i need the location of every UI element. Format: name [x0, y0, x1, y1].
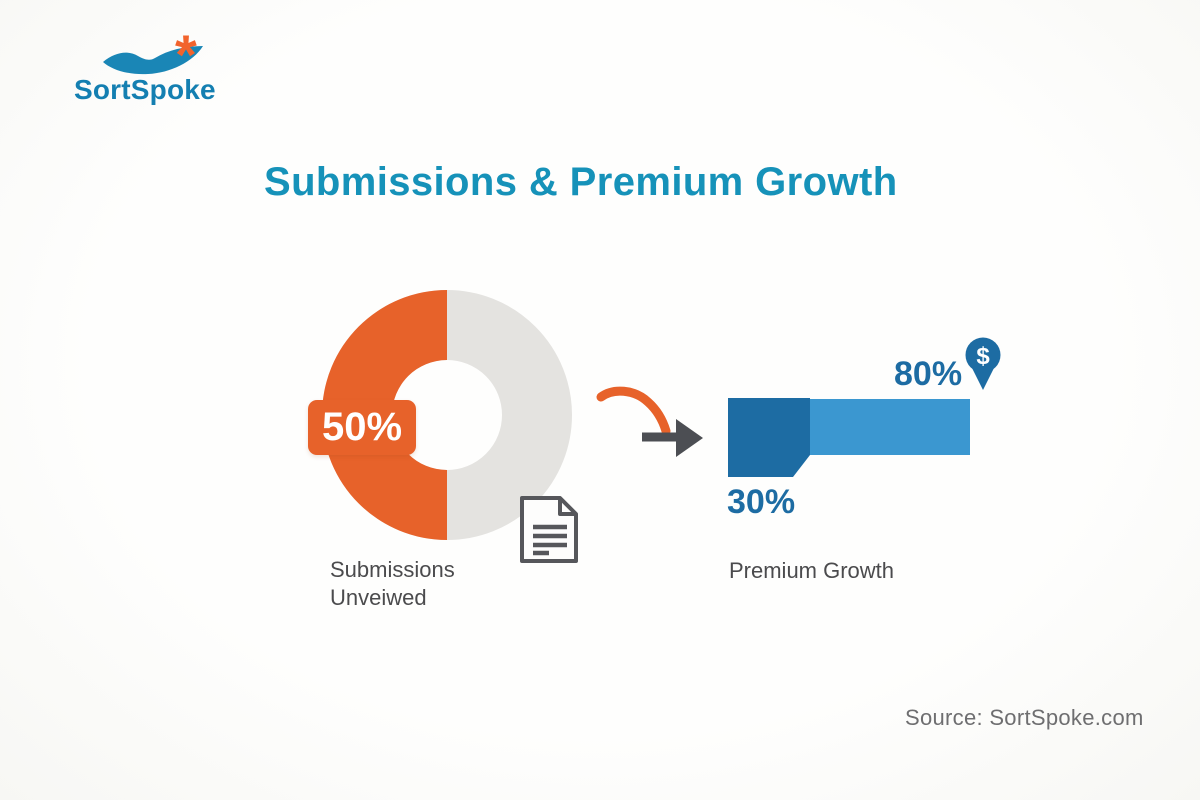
donut-caption: Submissions Unveiwed — [330, 557, 455, 610]
logo-wordmark: SortSpoke — [74, 74, 216, 105]
premium-growth-bar — [728, 398, 970, 477]
dollar-symbol: $ — [976, 343, 990, 370]
bar-start-segment — [728, 398, 810, 477]
donut-value-badge: 50% — [308, 400, 416, 455]
bar-start-value-label: 30% — [727, 483, 796, 521]
bar-caption: Premium Growth — [729, 558, 895, 583]
curved-arrow-icon — [596, 386, 703, 457]
page-title: Submissions & Premium Growth — [264, 160, 898, 204]
source-attribution: Source: SortSpoke.com — [905, 705, 1144, 730]
dollar-pin-icon: $ — [965, 337, 1001, 390]
sortspoke-logo-mark-icon: * — [103, 23, 203, 86]
document-icon — [520, 496, 578, 563]
logo-asterisk-icon: * — [175, 23, 197, 86]
bar-growth-segment — [810, 399, 970, 455]
bar-end-value-label: 80% — [894, 355, 963, 393]
